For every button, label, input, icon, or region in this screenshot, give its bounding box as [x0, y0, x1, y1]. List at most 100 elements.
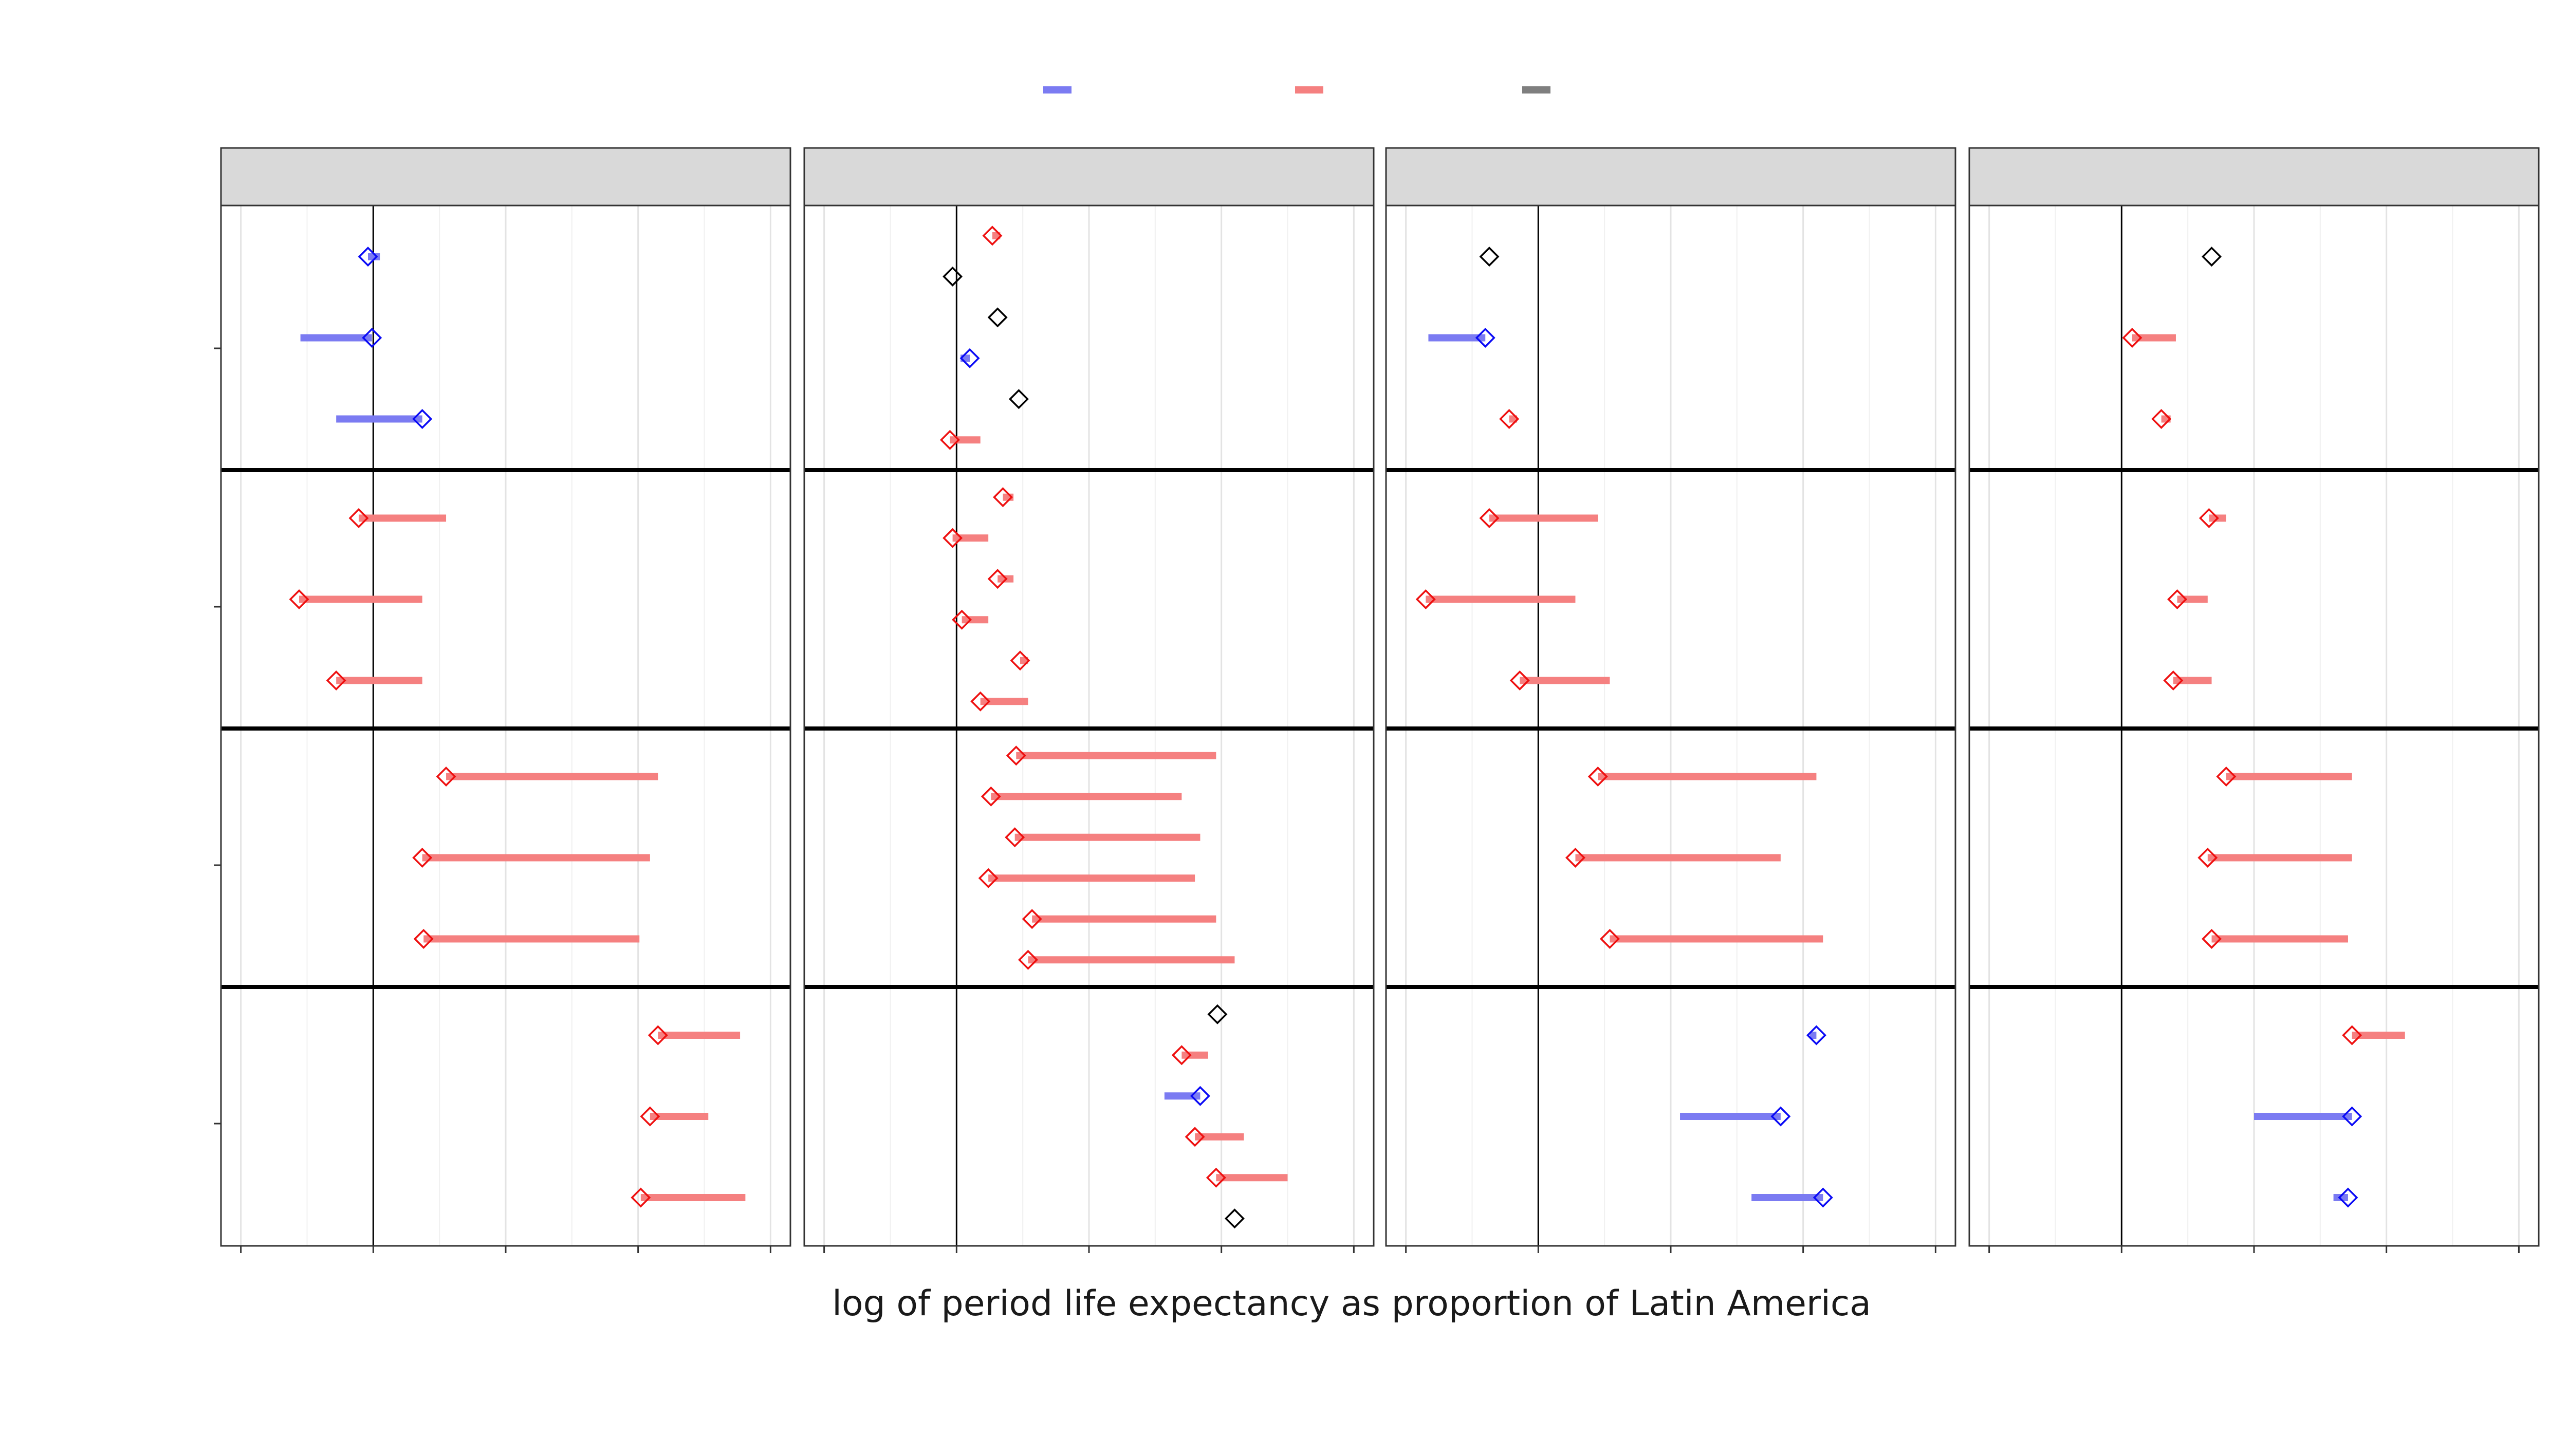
- end-value-diamond-est: [631, 1187, 651, 1208]
- x-axis: [1405, 1246, 1936, 1253]
- item-cze: [1022, 909, 1216, 929]
- series-baltics-1995-2023: [300, 247, 433, 429]
- end-value-diamond-cze: [1008, 389, 1029, 409]
- item-lva: [412, 848, 650, 868]
- item-ltu: [348, 508, 447, 528]
- panel-strip: [803, 147, 1375, 207]
- end-value-diamond-ltu: [436, 767, 456, 787]
- item-ltu: [648, 1025, 741, 1046]
- item-pol: [1164, 1086, 1210, 1106]
- series-yugosl-1965-1989: [2197, 767, 2352, 949]
- end-value-diamond-svn: [2342, 1025, 2362, 1046]
- item-ltu: [358, 247, 380, 267]
- gridlines: [1988, 206, 2520, 1246]
- series-cee-1950-1965: [1164, 1004, 1288, 1229]
- item-pol: [987, 307, 1008, 328]
- item-ltu: [436, 767, 658, 787]
- end-value-diamond-svk: [993, 487, 1013, 508]
- item-ukr: [1806, 1025, 1826, 1046]
- end-value-diamond-ukr: [1479, 508, 1500, 528]
- end-value-diamond-bgr: [939, 430, 960, 450]
- item-hrv: [2333, 1187, 2358, 1208]
- end-value-diamond-pol: [1190, 1086, 1210, 1106]
- end-value-diamond-hrv: [2163, 670, 2184, 690]
- end-value-diamond-blr: [1599, 929, 1620, 949]
- item-bgr: [939, 430, 981, 450]
- item-hrv: [2163, 670, 2212, 690]
- end-value-diamond-ukr: [1587, 767, 1608, 787]
- x-axis: [240, 1246, 771, 1253]
- item-srb: [2122, 328, 2176, 348]
- item-svn: [2216, 767, 2352, 787]
- item-blr: [1599, 929, 1823, 949]
- end-value-diamond-svn: [2202, 247, 2222, 267]
- end-value-diamond-srb: [2197, 848, 2218, 868]
- series-cee-1989-1995: [943, 487, 1030, 712]
- end-value-diamond-pol: [987, 569, 1008, 589]
- end-value-diamond-svk: [982, 226, 1003, 246]
- series-cee-1995-2023: [939, 226, 1029, 450]
- item-ukr: [1479, 508, 1598, 528]
- item-rou: [943, 266, 963, 287]
- panel-strip: [1968, 147, 2540, 207]
- item-hun: [978, 868, 1195, 888]
- series-baltics-1965-1989: [412, 767, 658, 949]
- end-value-diamond-blr: [1813, 1187, 1833, 1208]
- item-rou: [943, 528, 989, 548]
- item-srb: [2167, 589, 2208, 609]
- item-svk: [1006, 745, 1216, 766]
- y-axis-period-labels: [214, 347, 221, 1125]
- panel-baltics: [220, 147, 791, 1253]
- end-value-diamond-svn: [2199, 508, 2219, 528]
- end-value-diamond-blr: [1499, 409, 1520, 429]
- end-value-diamond-lva: [289, 589, 309, 609]
- end-value-diamond-bgr: [970, 691, 991, 712]
- end-value-diamond-bgr: [1018, 949, 1038, 970]
- end-value-diamond-pol: [1005, 827, 1025, 848]
- end-value-diamond-hrv: [2202, 929, 2222, 949]
- item-blr: [1509, 670, 1610, 690]
- end-value-diamond-srb: [2342, 1106, 2362, 1127]
- end-value-diamond-cze: [1022, 909, 1042, 929]
- item-hrv: [2151, 409, 2172, 429]
- end-value-diamond-cze: [1206, 1167, 1226, 1188]
- item-est: [336, 409, 433, 429]
- item-blr: [1499, 409, 1520, 429]
- series-ussr-1965-1989: [1565, 767, 1823, 949]
- end-value-diamond-rus: [1475, 328, 1495, 348]
- end-value-diamond-ukr: [1479, 247, 1500, 267]
- item-est: [326, 670, 422, 690]
- item-cze: [1008, 389, 1029, 409]
- end-value-diamond-est: [412, 409, 433, 429]
- series-ussr-1950-1965: [1680, 1025, 1833, 1208]
- item-hrv: [2202, 929, 2348, 949]
- item-svk: [982, 226, 1003, 246]
- end-value-diamond-svn: [2216, 767, 2237, 787]
- item-svn: [2199, 508, 2226, 528]
- end-value-diamond-srb: [2122, 328, 2142, 348]
- item-est: [413, 929, 640, 949]
- series-baltics-1950-1965: [631, 1025, 746, 1208]
- item-lva: [640, 1106, 709, 1127]
- end-value-diamond-ltu: [358, 247, 378, 267]
- item-svn: [2202, 247, 2222, 267]
- item-bgr: [970, 691, 1028, 712]
- series-cee-1965-1989: [978, 745, 1235, 970]
- item-svk: [993, 487, 1014, 508]
- end-value-diamond-rou: [943, 528, 963, 548]
- end-value-diamond-cze: [1010, 650, 1030, 671]
- item-cze: [1010, 650, 1030, 671]
- item-blr: [1751, 1187, 1833, 1208]
- item-rou: [981, 786, 1182, 807]
- end-value-diamond-ltu: [348, 508, 369, 528]
- end-value-diamond-est: [413, 929, 434, 949]
- end-value-diamond-rus: [1565, 848, 1585, 868]
- end-value-diamond-hun: [952, 609, 972, 630]
- panel-cee: [803, 147, 1375, 1253]
- series-yugosl-1950-1965: [2254, 1025, 2405, 1208]
- end-value-diamond-blr: [1509, 670, 1530, 690]
- item-pol: [1005, 827, 1200, 848]
- item-bgr: [1224, 1208, 1245, 1229]
- end-value-diamond-hun: [959, 348, 980, 368]
